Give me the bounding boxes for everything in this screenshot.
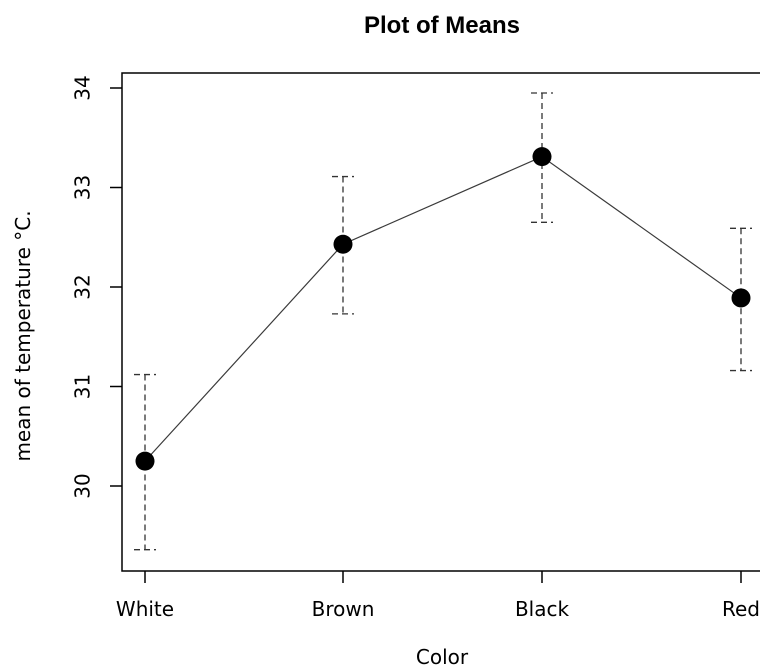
y-tick-label-34: 34 — [71, 75, 95, 100]
x-tick-label-black: Black — [515, 597, 570, 621]
y-tick-label-31: 31 — [71, 374, 95, 399]
y-axis-label: mean of temperature °C. — [11, 210, 35, 461]
x-tick-label-red: Red — [722, 597, 760, 621]
mean-point-red — [731, 288, 751, 308]
chart-marks: 30 31 32 33 34 White Brown Black Red — [71, 75, 760, 621]
chart-title: Plot of Means — [364, 12, 520, 39]
mean-line — [144, 155, 742, 462]
y-tick-label-32: 32 — [71, 274, 95, 299]
mean-point-white — [135, 451, 155, 471]
mean-point-brown — [333, 234, 353, 254]
y-tick-label-30: 30 — [71, 473, 95, 498]
x-tick-label-brown: Brown — [312, 597, 375, 621]
y-tick-label-33: 33 — [71, 175, 95, 200]
x-axis-label: Color — [416, 645, 469, 669]
plot-frame — [121, 72, 760, 572]
mean-point-black — [532, 147, 552, 167]
x-tick-label-white: White — [116, 597, 174, 621]
